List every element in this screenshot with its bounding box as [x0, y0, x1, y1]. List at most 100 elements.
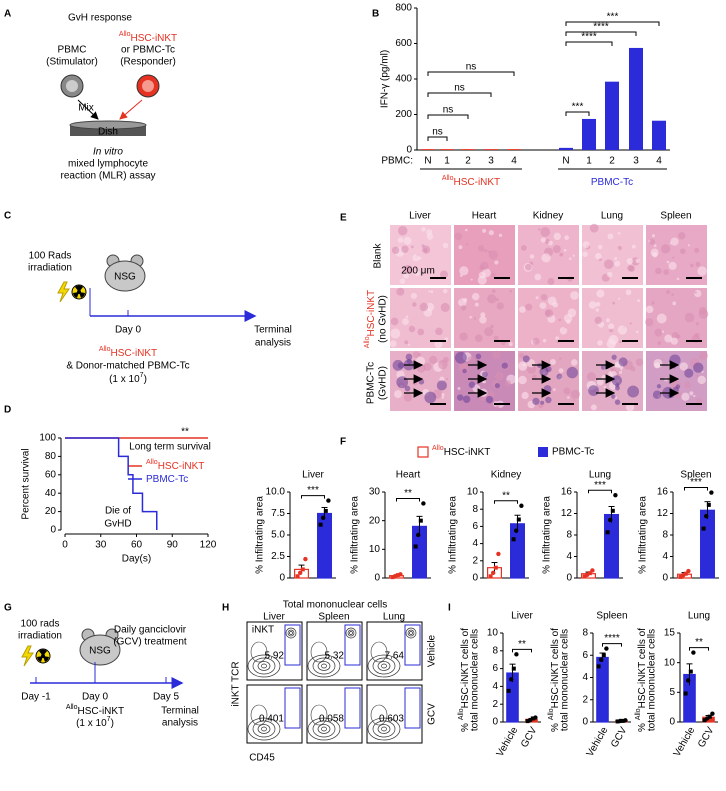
data-point [398, 572, 403, 577]
tissue-texture [427, 290, 431, 293]
panel-letter: D [4, 405, 11, 416]
data-point [686, 678, 691, 683]
day-label: Day 0 [82, 692, 109, 703]
bar [559, 147, 573, 150]
significance-label: ** [404, 488, 412, 499]
gate [284, 687, 301, 729]
tissue-texture [496, 302, 504, 310]
label: reaction (MLR) assay [60, 171, 155, 182]
label-part: HSC-iNKT [131, 33, 178, 44]
tissue-texture [555, 336, 560, 341]
gate-label: iNKT [252, 625, 274, 636]
label: Mix [78, 103, 94, 114]
contour [252, 657, 276, 675]
infiltrate [405, 353, 413, 361]
tissue-texture [612, 301, 616, 305]
gate [404, 687, 421, 729]
tissue-texture [608, 323, 615, 330]
tissue-texture [558, 368, 564, 373]
tissue-texture [438, 359, 448, 370]
x-tick-label: N [562, 156, 569, 167]
y-tick-label: 0 [374, 573, 380, 584]
tissue-texture [399, 278, 406, 285]
x-tick-label: N [424, 156, 431, 167]
tissue-texture [440, 302, 450, 312]
significance-label: *** [607, 12, 619, 23]
contour [321, 726, 327, 732]
y-axis-label: iNKT TCR [231, 661, 242, 706]
data-point [691, 650, 696, 655]
flow-plot [366, 684, 423, 744]
data-point [413, 544, 418, 549]
contour [307, 654, 341, 678]
data-point [615, 719, 620, 724]
tissue-texture [532, 337, 540, 345]
chart-title: Liver [302, 470, 324, 481]
tissue-texture [474, 334, 483, 343]
contour [312, 657, 336, 675]
label: 100 Rads [29, 251, 72, 262]
significance-bracket [427, 92, 492, 97]
y-tick-label: 4 [582, 672, 588, 683]
flow-plot [246, 684, 303, 744]
y-tick-label: 16 [561, 487, 573, 498]
tissue-texture [663, 269, 670, 275]
y-tick-label: 800 [395, 3, 412, 14]
label-part: HSC-iNKT [78, 706, 125, 717]
label: PBMC [58, 45, 87, 56]
contour [310, 641, 328, 663]
column-label: Heart [472, 211, 497, 222]
significance-bracket [565, 111, 590, 116]
data-point [418, 518, 423, 523]
row-label: Blank [373, 242, 384, 268]
tissue-texture [540, 293, 548, 301]
data-point [300, 567, 305, 572]
column-label: Liver [409, 211, 431, 222]
annotation: Long term survival [129, 442, 211, 453]
contour [370, 704, 388, 726]
tissue-texture [573, 399, 576, 402]
tissue-texture [532, 374, 537, 379]
tissue-texture [628, 265, 635, 272]
tissue-texture [655, 267, 662, 275]
x-tick-label: 60 [131, 540, 143, 551]
label: AlloHSC-iNKT [66, 704, 124, 716]
tissue-texture [539, 302, 547, 309]
tissue-texture [430, 290, 434, 294]
tissue-texture [391, 246, 400, 254]
infiltrate [611, 394, 616, 399]
label: AlloHSC-iNKT [119, 31, 177, 43]
scale-bar-label: 200 μm [401, 266, 435, 277]
y-tick-label: 8 [662, 530, 668, 541]
label: In vitro [93, 147, 123, 158]
y-tick-label: 100 [39, 433, 56, 444]
tissue-texture [689, 391, 694, 396]
data-point [525, 719, 530, 724]
tissue-texture [397, 237, 404, 243]
tissue-texture [457, 387, 461, 390]
y-tick-label: 0 [406, 145, 412, 156]
bar [507, 149, 521, 150]
tissue-texture [397, 225, 408, 236]
tissue-texture [445, 377, 449, 381]
tissue-texture [625, 403, 635, 412]
tissue-texture [684, 381, 691, 389]
x-tick-label: Vehicle [495, 725, 521, 759]
data-point [519, 503, 524, 508]
infiltrate [532, 397, 540, 406]
data-point [707, 714, 712, 719]
row-label-part: Allo [364, 336, 371, 348]
legend-label-part: Allo [146, 459, 158, 466]
infiltrate [611, 375, 622, 386]
tissue-texture [442, 242, 449, 249]
tissue-texture [408, 325, 416, 333]
x-tick-label: 3 [633, 156, 639, 167]
contour [250, 641, 268, 663]
contour [349, 631, 353, 635]
tissue-texture [626, 258, 633, 265]
data-point [416, 532, 421, 538]
data-point [318, 522, 323, 527]
data-point [686, 568, 691, 574]
label-part: ) [111, 718, 114, 729]
annotation: Die of [105, 506, 131, 517]
